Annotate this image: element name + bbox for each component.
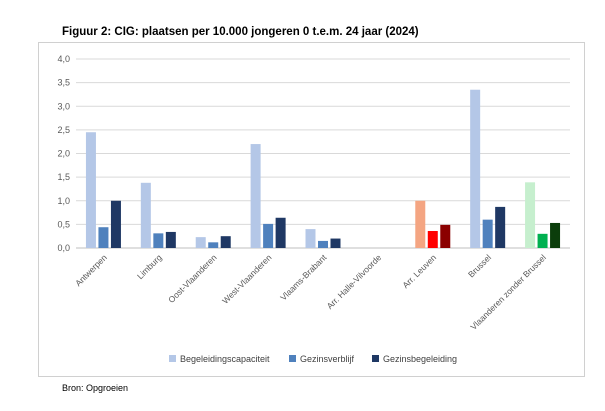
bar-gezinsverblijf-antwerpen — [98, 227, 109, 248]
x-category-label: Vlaams-Brabant — [278, 252, 329, 303]
x-category-label: Arr. Halle-Vilvoorde — [325, 252, 384, 311]
x-category-label: Arr. Leuven — [400, 252, 438, 290]
bar-begeleidingscapaciteit-antwerpen — [85, 132, 96, 248]
bar-gezinsverblijf-limburg — [153, 233, 164, 248]
x-category-label: West-Vlaanderen — [220, 252, 274, 306]
legend-swatch — [372, 355, 379, 362]
y-axis-ticks: 0,0 0,5 1,0 1,5 2,0 2,5 3,0 3,5 4,0 — [57, 54, 70, 253]
y-tick-label: 4,0 — [57, 54, 70, 64]
legend-label: Begeleidingscapaciteit — [180, 354, 270, 364]
bar-gezinsverblijf-vlaanderen-zonder-brussel — [537, 233, 548, 248]
legend-swatch — [289, 355, 296, 362]
x-category-label: Oost-Vlaanderen — [166, 252, 219, 305]
legend: Begeleidingscapaciteit Gezinsverblijf Gezi… — [169, 354, 457, 364]
x-category-label: Brussel — [466, 252, 493, 279]
bar-begeleidingscapaciteit-brussel — [470, 89, 481, 249]
x-category-label: Antwerpen — [73, 252, 109, 288]
y-tick-label: 1,0 — [57, 196, 70, 206]
bar-begeleidingscapaciteit-vlaanderen-zonder-brussel — [525, 182, 536, 248]
y-tick-label: 3,0 — [57, 101, 70, 111]
y-tick-label: 3,5 — [57, 78, 70, 88]
source-note: Bron: Opgroeien — [62, 383, 129, 393]
bar-gezinsbegeleiding-brussel — [495, 206, 506, 248]
y-tick-label: 0,5 — [57, 219, 70, 229]
chart-frame — [38, 42, 585, 377]
x-axis-categories: Antwerpen Limburg Oost-Vlaanderen West-Vlaa… — [73, 252, 548, 332]
y-tick-label: 2,5 — [57, 125, 70, 135]
bar-gezinsbegeleiding-oost-vlaanderen — [220, 236, 231, 248]
bar-gezinsbegeleiding-vlaanderen-zonder-brussel — [550, 222, 561, 248]
bar-gezinsbegeleiding-arr-leuven — [440, 224, 451, 248]
bar-begeleidingscapaciteit-vlaams-brabant — [305, 229, 316, 248]
legend-label: Gezinsbegeleiding — [383, 354, 457, 364]
y-tick-label: 1,5 — [57, 172, 70, 182]
y-tick-label: 0,0 — [57, 243, 70, 253]
bar-gezinsverblijf-oost-vlaanderen — [208, 242, 219, 248]
bar-gezinsverblijf-vlaams-brabant — [318, 240, 328, 248]
y-tick-label: 2,0 — [57, 149, 70, 159]
x-category-label: Limburg — [135, 252, 164, 281]
bar-begeleidingscapaciteit-west-vlaanderen — [250, 144, 261, 248]
bar-gezinsbegeleiding-antwerpen — [110, 200, 121, 248]
bar-gezinsverblijf-west-vlaanderen — [263, 223, 274, 248]
bar-gezinsbegeleiding-limburg — [165, 231, 176, 248]
bar-begeleidingscapaciteit-limburg — [140, 182, 151, 248]
legend-label: Gezinsverblijf — [300, 354, 355, 364]
bar-gezinsbegeleiding-west-vlaanderen — [275, 217, 286, 248]
bar-begeleidingscapaciteit-oost-vlaanderen — [195, 237, 206, 248]
bar-gezinsverblijf-brussel — [482, 219, 493, 248]
legend-swatch — [169, 355, 176, 362]
bar-begeleidingscapaciteit-arr-leuven — [415, 200, 426, 248]
bar-gezinsverblijf-arr-leuven — [427, 230, 438, 248]
bar-gezinsbegeleiding-vlaams-brabant — [330, 238, 341, 248]
bars — [85, 89, 561, 249]
figure-title: Figuur 2: CIG: plaatsen per 10.000 jonge… — [62, 26, 419, 38]
